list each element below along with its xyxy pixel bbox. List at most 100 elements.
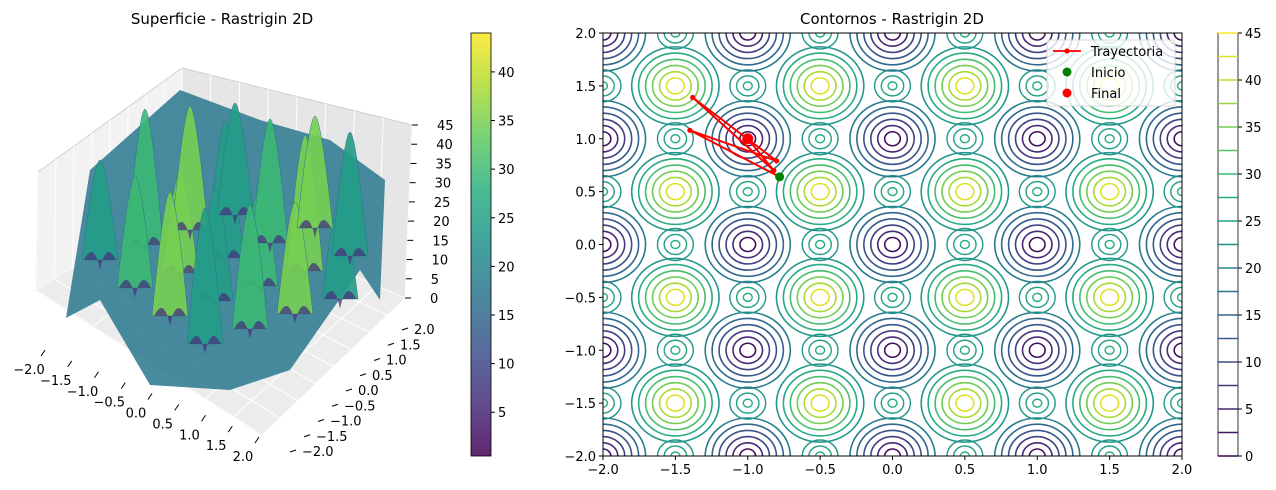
surface-y-tick-label: 0.0 bbox=[358, 384, 379, 399]
contour-ring bbox=[1021, 33, 1053, 47]
contour-ring bbox=[869, 118, 916, 159]
contour-ring bbox=[1145, 211, 1182, 278]
contour-cluster bbox=[993, 99, 1081, 178]
contour-colorbar-tick-label: 45 bbox=[1245, 27, 1262, 42]
final-point bbox=[742, 133, 754, 145]
start-point bbox=[775, 172, 785, 182]
contour-ring bbox=[670, 451, 681, 456]
contour-ring bbox=[775, 151, 865, 232]
contour-ring bbox=[1028, 236, 1046, 253]
contour-ring bbox=[796, 276, 844, 319]
contour-ring bbox=[796, 64, 844, 108]
contour-ring bbox=[735, 75, 760, 97]
surface-peak bbox=[171, 105, 209, 231]
contour-ring bbox=[869, 224, 916, 265]
contour-cluster bbox=[1065, 151, 1155, 232]
contour-ring bbox=[948, 282, 982, 313]
surface-colorbar-ticks: 5 10 15 20 25 30 35 40 bbox=[491, 66, 515, 421]
surface-trough bbox=[119, 280, 151, 298]
contour-ring bbox=[782, 158, 858, 226]
contour-ring bbox=[1170, 392, 1182, 414]
contour-cluster bbox=[946, 122, 984, 156]
contour-y-tick-label: 1.5 bbox=[575, 80, 596, 95]
contour-ring bbox=[603, 286, 615, 309]
contour-ring bbox=[941, 381, 989, 425]
surface-x-tick-label: −2.0 bbox=[13, 363, 45, 378]
contour-ring bbox=[603, 75, 615, 97]
contour-ring bbox=[1032, 81, 1043, 91]
surface-x-tick-label: −0.5 bbox=[93, 396, 125, 411]
contour-ring bbox=[803, 176, 837, 207]
contour-x-tick-label: −2.0 bbox=[587, 463, 619, 478]
contour-ring bbox=[718, 218, 778, 271]
contour-ring bbox=[1065, 257, 1155, 338]
contour-ring bbox=[1176, 81, 1182, 91]
contour-ring bbox=[704, 205, 792, 284]
contour-ring bbox=[1021, 336, 1053, 365]
contour-ring bbox=[637, 158, 713, 226]
contour-ring bbox=[880, 75, 905, 97]
contour-colorbar-levels: 0 5 10 15 20 25 30 35 40 45 bbox=[1218, 27, 1262, 465]
surface-trough bbox=[189, 336, 221, 354]
contour-ring bbox=[810, 182, 830, 201]
contour-ring bbox=[1032, 186, 1043, 197]
contour-ring bbox=[993, 33, 1081, 72]
contour-cluster bbox=[801, 33, 839, 50]
contour-ring bbox=[670, 33, 681, 38]
contour-ring bbox=[801, 333, 839, 367]
legend: Trayectoria Inicio Final bbox=[1046, 39, 1176, 107]
contour-cluster bbox=[704, 33, 792, 72]
surface-x-ticks: −2.0−1.5−1.0−0.50.0 0.5 1.0 1.5 2.0 bbox=[13, 349, 260, 465]
surface-colorbar-tick-label: 25 bbox=[498, 212, 515, 227]
contour-ring bbox=[665, 182, 686, 201]
contour-ring bbox=[603, 106, 640, 172]
contour-ring bbox=[729, 69, 767, 103]
surface-trough bbox=[154, 308, 186, 326]
contour-ring bbox=[1032, 292, 1043, 303]
contour-ring bbox=[1092, 282, 1127, 313]
surface-colorbar-tick-label: 15 bbox=[498, 309, 515, 324]
contour-x-tick-label: 1.5 bbox=[1099, 463, 1120, 478]
contour-cluster bbox=[704, 205, 792, 284]
trajectory-point bbox=[774, 158, 780, 164]
contour-ring bbox=[637, 52, 713, 120]
contour-ring bbox=[670, 239, 681, 250]
contour-ring bbox=[665, 77, 686, 95]
contour-ring bbox=[725, 224, 771, 265]
surface-trough bbox=[254, 235, 286, 253]
contour-ring bbox=[803, 388, 837, 419]
contour-ring bbox=[782, 369, 858, 437]
contour-cluster bbox=[920, 363, 1010, 443]
contour-ring bbox=[887, 186, 898, 197]
surface-mesh bbox=[66, 90, 385, 390]
surface-colorbar-tick-label: 20 bbox=[498, 260, 515, 275]
contour-ring bbox=[1091, 439, 1129, 456]
contour-ring bbox=[952, 339, 977, 361]
contour-ring bbox=[946, 333, 984, 367]
contour-ring bbox=[1099, 288, 1120, 307]
contour-ring bbox=[732, 336, 764, 365]
contour-ring bbox=[789, 375, 851, 431]
contour-ring bbox=[993, 417, 1081, 456]
contour-ring bbox=[729, 174, 767, 209]
surface-peak bbox=[116, 175, 154, 289]
contour-ring bbox=[856, 211, 929, 278]
contour-ring bbox=[1152, 112, 1182, 166]
trajectory-line bbox=[689, 96, 781, 178]
contour-ring bbox=[993, 205, 1081, 284]
contour-ring bbox=[1007, 112, 1067, 166]
contour-ring bbox=[1028, 33, 1046, 41]
contour-ring bbox=[883, 342, 902, 359]
contour-ring bbox=[651, 381, 700, 425]
contour-cluster bbox=[849, 311, 936, 390]
contour-ring bbox=[718, 33, 778, 60]
contour-cluster bbox=[993, 311, 1081, 390]
surface-y-tick-label: 0.5 bbox=[372, 369, 393, 384]
contour-ring bbox=[856, 106, 929, 172]
contour-ring bbox=[1065, 363, 1155, 443]
contour-ring bbox=[1104, 239, 1115, 250]
contour-ring bbox=[732, 33, 764, 47]
contour-ring bbox=[876, 124, 909, 153]
contour-cluster bbox=[920, 46, 1010, 126]
